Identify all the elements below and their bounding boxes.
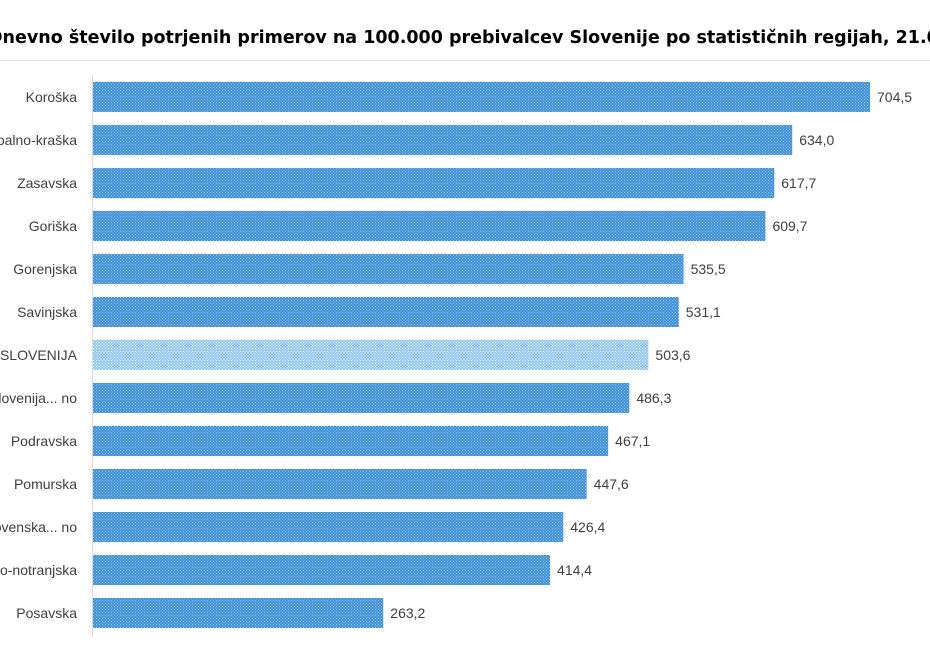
category-label: Pomurska (14, 476, 77, 492)
data-label: 531,1 (686, 304, 721, 320)
bar-1 (93, 125, 793, 155)
data-label: 609,7 (772, 218, 807, 234)
bar-12 (93, 598, 384, 628)
bar-11 (93, 555, 551, 585)
bar-6 (93, 340, 649, 370)
category-label: Zasavska (17, 175, 77, 191)
category-label: Jugovzhodna Slovenija... no (0, 390, 77, 406)
data-label: 486,3 (636, 390, 671, 406)
category-label: Obalno-kraška (0, 132, 77, 148)
bar-3 (93, 211, 766, 241)
bar-9 (93, 469, 587, 499)
category-label: Gorenjska (13, 261, 77, 277)
category-label: Koroška (26, 89, 78, 105)
bar-4 (93, 254, 684, 284)
category-label: Osrednjeslovenska... no (0, 519, 77, 535)
category-label: Savinjska (17, 304, 77, 320)
data-label: 535,5 (691, 261, 726, 277)
data-label: 704,5 (877, 89, 912, 105)
data-label: 617,7 (781, 175, 816, 191)
bar-8 (93, 426, 609, 456)
data-label: 634,0 (799, 132, 834, 148)
data-label: 263,2 (390, 605, 425, 621)
bar-2 (93, 168, 775, 198)
data-label: 467,1 (615, 433, 650, 449)
category-label: Primorsko-notranjska (0, 562, 77, 578)
category-label: Podravska (11, 433, 77, 449)
bar-10 (93, 512, 564, 542)
bar-5 (93, 297, 679, 327)
category-label: Goriška (29, 218, 77, 234)
category-label: SLOVENIJA (0, 347, 78, 363)
bar-7 (93, 383, 630, 413)
data-label: 414,4 (557, 562, 592, 578)
data-label: 447,6 (594, 476, 629, 492)
bar-0 (93, 82, 870, 112)
chart-title: Dnevno število potrjenih primerov na 100… (0, 28, 930, 48)
category-label: Posavska (16, 605, 77, 621)
data-label: 503,6 (655, 347, 690, 363)
data-label: 426,4 (570, 519, 605, 535)
